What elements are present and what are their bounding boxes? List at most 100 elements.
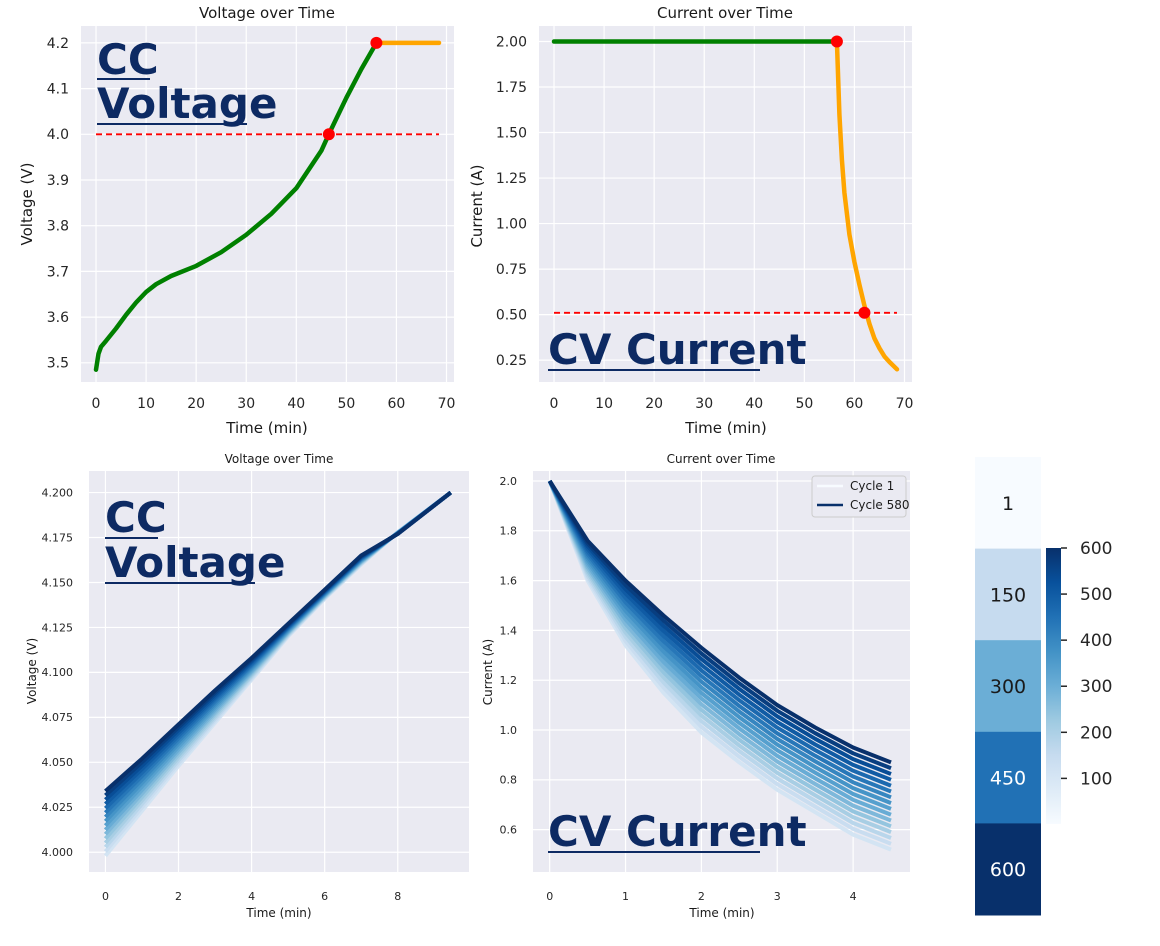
y-axis-label: Current (A): [481, 639, 495, 705]
x-tick-label: 2: [698, 890, 705, 903]
y-tick-label: 4.0: [47, 127, 69, 143]
y-tick-label: 1.8: [500, 525, 518, 538]
panel-voltage-cycles: 0 2 4 6 8 4.000 4.025 4.050 4.075 4.100 4.125 4.150…: [25, 452, 469, 920]
x-tick-label: 70: [438, 396, 456, 412]
x-tick-label: 1: [622, 890, 629, 903]
x-tick-label: 60: [846, 396, 864, 412]
heatmap-cell-label: 600: [990, 859, 1026, 881]
overlay-label-line2: Voltage: [105, 538, 285, 587]
y-tick-label: 4.100: [42, 666, 74, 679]
x-tick-label: 50: [795, 396, 813, 412]
cycle-line: [547, 480, 892, 805]
y-tick-label: 4.175: [42, 531, 74, 544]
legend: Cycle 1 Cycle 580: [811, 475, 910, 518]
grid: [539, 26, 912, 382]
y-tick-label: 1.6: [500, 574, 518, 587]
x-tick-label: 40: [745, 396, 763, 412]
tick-labels: 0 10 20 30 40 50 60 70 3.5 3.6 3.7 3.8 3.9 4.0 4.1 4.2: [47, 36, 456, 412]
colorbar: [1046, 548, 1061, 824]
cycle-line: [104, 491, 452, 793]
y-tick-label: 4.150: [42, 576, 74, 589]
heatmap-cell: [975, 823, 1041, 916]
x-tick-label: 0: [546, 890, 553, 903]
y-tick-label: 4.125: [42, 621, 74, 634]
cycle-line: [547, 479, 892, 771]
y-tick-label: 4.050: [42, 756, 74, 769]
x-tick-label: 8: [394, 890, 401, 903]
y-tick-label: 4.1: [47, 82, 69, 98]
y-tick-label: 1.0: [500, 724, 518, 737]
colorbar-tick-label: 400: [1080, 631, 1112, 651]
panel-current-cv: 0 10 20 30 40 50 60 70 0.25 0.50 0.75 1.00 1.25 1.50 1…: [468, 4, 913, 437]
heatmap-cell-label: 450: [990, 768, 1026, 790]
cycle-line: [548, 479, 892, 765]
chart-title: Current over Time: [667, 452, 776, 466]
data-lines: [93, 36, 442, 372]
chart-title: Voltage over Time: [199, 4, 335, 22]
y-tick-label: 1.00: [496, 216, 527, 232]
y-tick-label: 0.8: [500, 774, 518, 787]
heatmap-cell-label: 150: [990, 584, 1026, 606]
panel-voltage-cc: 0 10 20 30 40 50 60 703.53.63.73.83.94.04.14.2 …: [18, 4, 455, 437]
x-tick-label: 40: [287, 396, 305, 412]
colorbar-tick-label: 300: [1080, 677, 1112, 697]
y-tick-label: 2.0: [500, 475, 518, 488]
overlay-label-line1: CC: [97, 35, 159, 84]
y-tick-label: 1.4: [500, 624, 518, 637]
y-tick-label: 3.9: [47, 173, 69, 189]
transition-marker: [858, 306, 871, 319]
x-tick-label: 70: [896, 396, 914, 412]
x-tick-label: 0: [92, 396, 101, 412]
cycle-line: [547, 480, 892, 800]
x-tick-label: 4: [248, 890, 255, 903]
cycle-heatmap: 1 150 300 450 600 100 200 300 400 500 600: [975, 457, 1112, 916]
x-tick-label: 2: [175, 890, 182, 903]
series-line-cv: [834, 39, 900, 372]
colorbar-tick-label: 600: [1080, 539, 1112, 559]
plot-area: [81, 26, 454, 382]
overlay-label-line2: Voltage: [97, 79, 277, 128]
tick-labels: 0 2 4 6 8 4.000 4.025 4.050 4.075 4.100 4.125 4.150…: [42, 486, 402, 903]
data-lines: [551, 35, 900, 372]
heatmap-cell: [975, 548, 1041, 641]
y-tick-label: 4.2: [47, 36, 69, 52]
y-tick-label: 4.025: [42, 801, 74, 814]
y-tick-label: 3.6: [47, 310, 69, 326]
data-lines: [103, 490, 452, 858]
y-axis-label: Voltage (V): [25, 638, 39, 704]
y-axis-label: Current (A): [468, 164, 486, 247]
x-tick-label: 30: [695, 396, 713, 412]
y-tick-label: 0.75: [496, 262, 527, 278]
x-tick-label: 60: [388, 396, 406, 412]
x-tick-label: 0: [102, 890, 109, 903]
cycle-line: [547, 480, 892, 782]
y-tick-label: 0.6: [500, 824, 518, 837]
y-tick-label: 0.50: [496, 308, 527, 324]
x-tick-label: 6: [321, 890, 328, 903]
transition-marker: [322, 128, 335, 141]
colorbar-tick-label: 500: [1080, 585, 1112, 605]
cycle-line: [547, 479, 892, 776]
y-tick-label: 3.7: [47, 264, 69, 280]
y-tick-label: 3.5: [47, 356, 69, 372]
y-tick-label: 2.00: [496, 34, 527, 50]
colorbar-tick-label: 100: [1080, 769, 1112, 789]
heatmap-cell: [975, 731, 1041, 824]
heatmap-cells: 1 150 300 450 600: [975, 457, 1041, 916]
y-axis-label: Voltage (V): [18, 163, 36, 246]
x-tick-label: 10: [137, 396, 155, 412]
data-lines: [547, 479, 892, 852]
y-tick-label: 1.2: [500, 674, 518, 687]
overlay-label: CV Current: [548, 807, 807, 856]
y-tick-label: 0.25: [496, 353, 527, 369]
y-tick-label: 1.50: [496, 125, 527, 141]
x-tick-label: 0: [550, 396, 559, 412]
grid: [89, 471, 469, 872]
overlay-label: CV Current: [548, 325, 807, 374]
y-tick-label: 1.75: [496, 80, 527, 96]
heatmap-cell-label: 300: [990, 676, 1026, 698]
x-axis-label: Time (min): [688, 906, 754, 920]
colorbar-ticks: 100 200 300 400 500 600: [1061, 539, 1112, 789]
y-tick-label: 3.8: [47, 219, 69, 235]
